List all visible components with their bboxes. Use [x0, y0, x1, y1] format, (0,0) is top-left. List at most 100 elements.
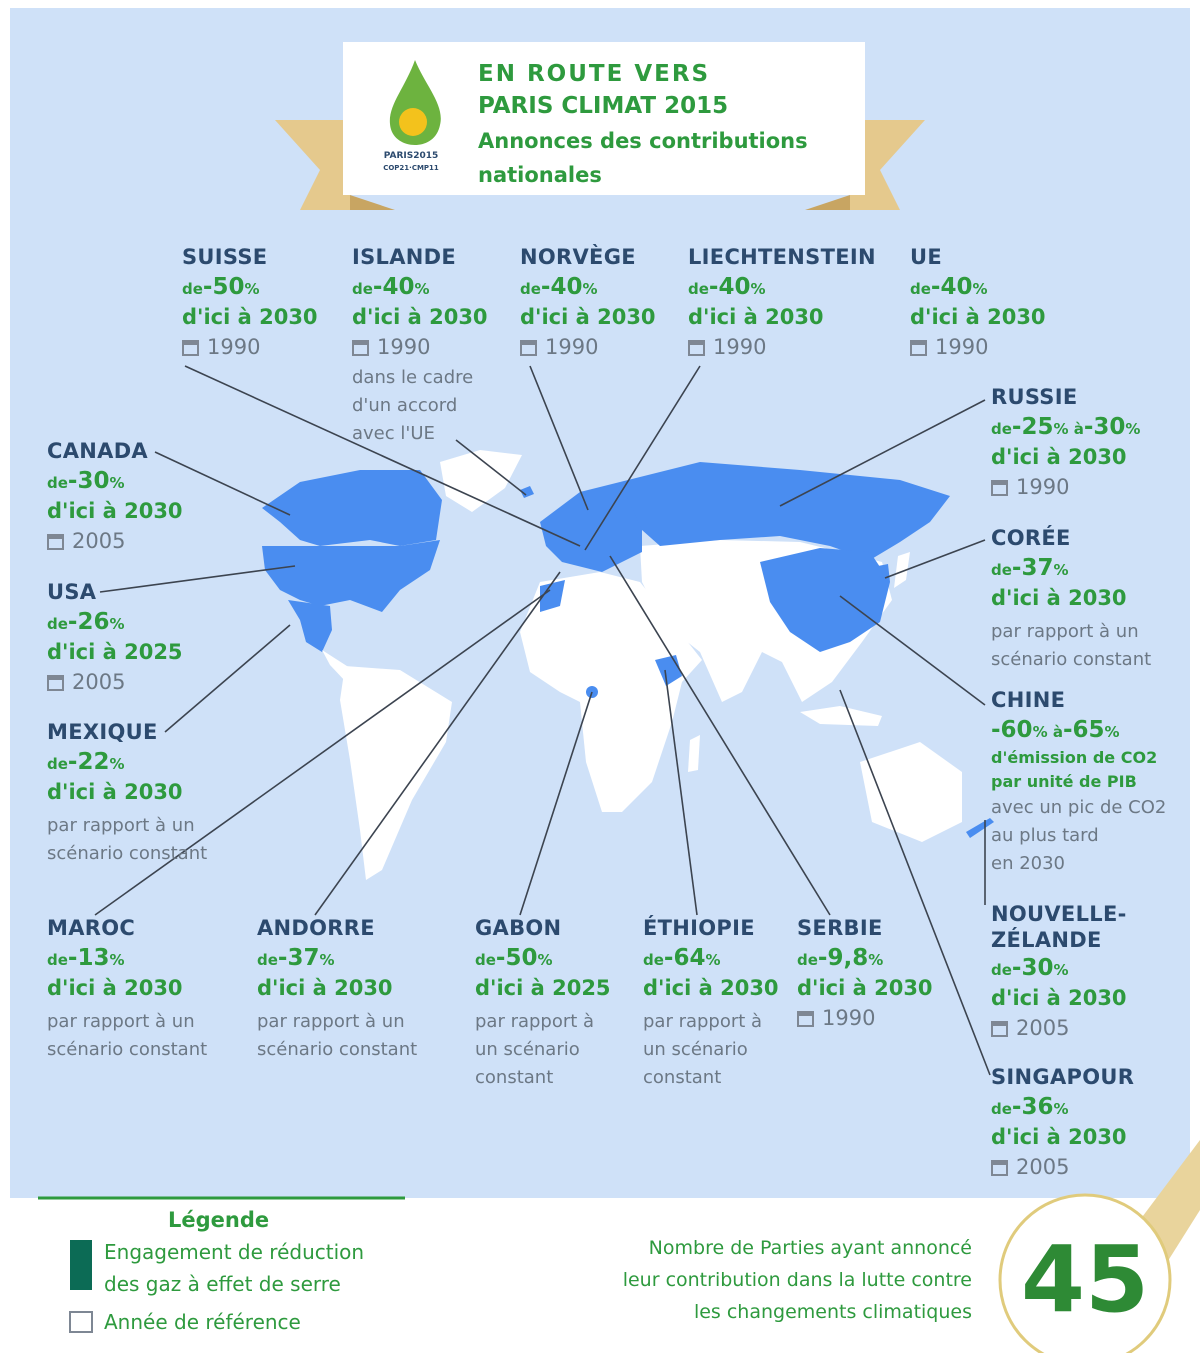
- target-small: de: [47, 951, 68, 969]
- legend-item: Engagement de réduction des gaz à effet …: [104, 1236, 364, 1300]
- reference-year: 1990: [352, 337, 488, 358]
- country-name: SUISSE: [182, 245, 268, 269]
- target-small: de: [352, 280, 373, 298]
- country-block: UE de-40% d'ici à 2030 1990: [910, 247, 1046, 364]
- target-small: de: [643, 951, 664, 969]
- leader-line: [839, 689, 991, 1076]
- target-small: %: [750, 280, 766, 298]
- target-small: %: [244, 280, 260, 298]
- calendar-icon: [47, 674, 64, 691]
- leader-line: [164, 624, 291, 733]
- legend-text: Année de référence: [104, 1310, 301, 1334]
- note-line: constant: [643, 1067, 722, 1088]
- target-large: -37: [1011, 555, 1054, 581]
- europe: [540, 482, 642, 572]
- continents: [262, 450, 994, 880]
- reference-year-text: 1990: [713, 335, 767, 359]
- header-title-line: EN ROUTE VERS: [478, 61, 711, 87]
- note-line: scénario constant: [991, 649, 1152, 670]
- note: par rapport à un scénario constant: [643, 1008, 779, 1092]
- target: de-40%: [688, 276, 876, 299]
- iceland: [520, 486, 534, 498]
- target-small: %: [109, 755, 125, 773]
- note-line: un scénario: [475, 1039, 580, 1060]
- leader-line: [519, 691, 593, 916]
- country-name: USA: [47, 580, 97, 604]
- country-block: MAROC de-13% d'ici à 2030 par rapport à un s…: [47, 918, 207, 1064]
- target-large: -26: [67, 609, 110, 635]
- target: de-64%: [643, 947, 779, 970]
- goal: d'ici à 2030: [47, 976, 183, 1000]
- china: [760, 548, 890, 652]
- note-line: avec un pic de CO2: [991, 797, 1167, 818]
- target: de-40%: [910, 276, 1046, 299]
- ribbon: [850, 120, 925, 210]
- goal: d'ici à 2030: [991, 586, 1127, 610]
- russia: [620, 462, 950, 560]
- target: de-26%: [47, 611, 183, 634]
- goal: d'ici à 2030: [352, 305, 488, 329]
- goal: d'ici à 2030: [182, 305, 318, 329]
- target-small: %: [109, 951, 125, 969]
- target-large: -40: [708, 274, 751, 300]
- legend-text: Engagement de réduction: [104, 1240, 365, 1264]
- target-small: %: [868, 951, 884, 969]
- target-small: de: [520, 280, 541, 298]
- logo-line: COP21·CMP11: [383, 164, 439, 172]
- reference-year: 1990: [688, 337, 876, 358]
- note: par rapport à un scénario constant: [475, 1008, 611, 1092]
- target-small: de: [910, 280, 931, 298]
- country-name: SINGAPOUR: [991, 1065, 1135, 1089]
- reference-year: 2005: [991, 1157, 1134, 1178]
- legend-panel: [10, 1198, 1190, 1353]
- calendar-icon: [520, 339, 537, 356]
- reference-year-text: 2005: [1016, 1155, 1070, 1179]
- madagascar: [688, 735, 700, 772]
- country-block: CORÉE de-37% d'ici à 2030 par rapport à un s…: [991, 528, 1151, 674]
- target: de-40%: [520, 276, 656, 299]
- note-line: en 2030: [991, 853, 1066, 874]
- logo-line: PARIS2015: [383, 151, 439, 161]
- note-line: scénario constant: [47, 843, 208, 864]
- note-line: par rapport à: [643, 1011, 763, 1032]
- target-large: -9,8: [817, 945, 869, 971]
- target-small: %: [1053, 1100, 1069, 1118]
- legend-text: des gaz à effet de serre: [104, 1272, 341, 1296]
- target-small: de: [688, 280, 709, 298]
- legend-item: Année de référence: [104, 1310, 301, 1334]
- note-line: par rapport à un: [257, 1011, 405, 1032]
- target-small: %: [414, 280, 430, 298]
- reference-year-text: 2005: [72, 670, 126, 694]
- target-large: -36: [1011, 1094, 1054, 1120]
- country-name: SERBIE: [797, 916, 883, 940]
- note: par rapport à un scénario constant: [47, 1008, 207, 1064]
- ribbon: [275, 120, 350, 210]
- goal: d'ici à 2030: [991, 986, 1127, 1010]
- calendar-icon: [688, 339, 705, 356]
- note: par rapport à un scénario constant: [47, 812, 207, 868]
- country-block: SINGAPOUR de-36% d'ici à 2030 2005: [991, 1067, 1134, 1184]
- reference-year-text: 2005: [72, 529, 126, 553]
- counter-line: leur contribution dans la lutte contre: [622, 1269, 972, 1291]
- target-large: -25: [1011, 414, 1054, 440]
- country-block: GABON de-50% d'ici à 2025 par rapport à un s…: [475, 918, 611, 1092]
- reference-year: 1990: [182, 337, 318, 358]
- note-line: scénario constant: [47, 1039, 208, 1060]
- target-small: %: [1104, 723, 1120, 741]
- target-small: % à: [1053, 420, 1084, 438]
- south-america: [340, 666, 452, 880]
- counter-number: 45: [1020, 1226, 1150, 1333]
- country-name: ÉTHIOPIE: [643, 916, 755, 940]
- target: de-36%: [991, 1096, 1134, 1119]
- note-line: par rapport à: [475, 1011, 595, 1032]
- note: par rapport à un scénario constant: [257, 1008, 417, 1064]
- target-small: %: [319, 951, 335, 969]
- target-small: %: [582, 280, 598, 298]
- country-name: UE: [910, 245, 942, 269]
- target: de-9,8%: [797, 947, 933, 970]
- leader-line: [455, 439, 527, 496]
- country-name: MAROC: [47, 916, 136, 940]
- target-small: %: [1053, 961, 1069, 979]
- target-large: -22: [67, 749, 110, 775]
- note-line: dans le cadre: [352, 367, 474, 388]
